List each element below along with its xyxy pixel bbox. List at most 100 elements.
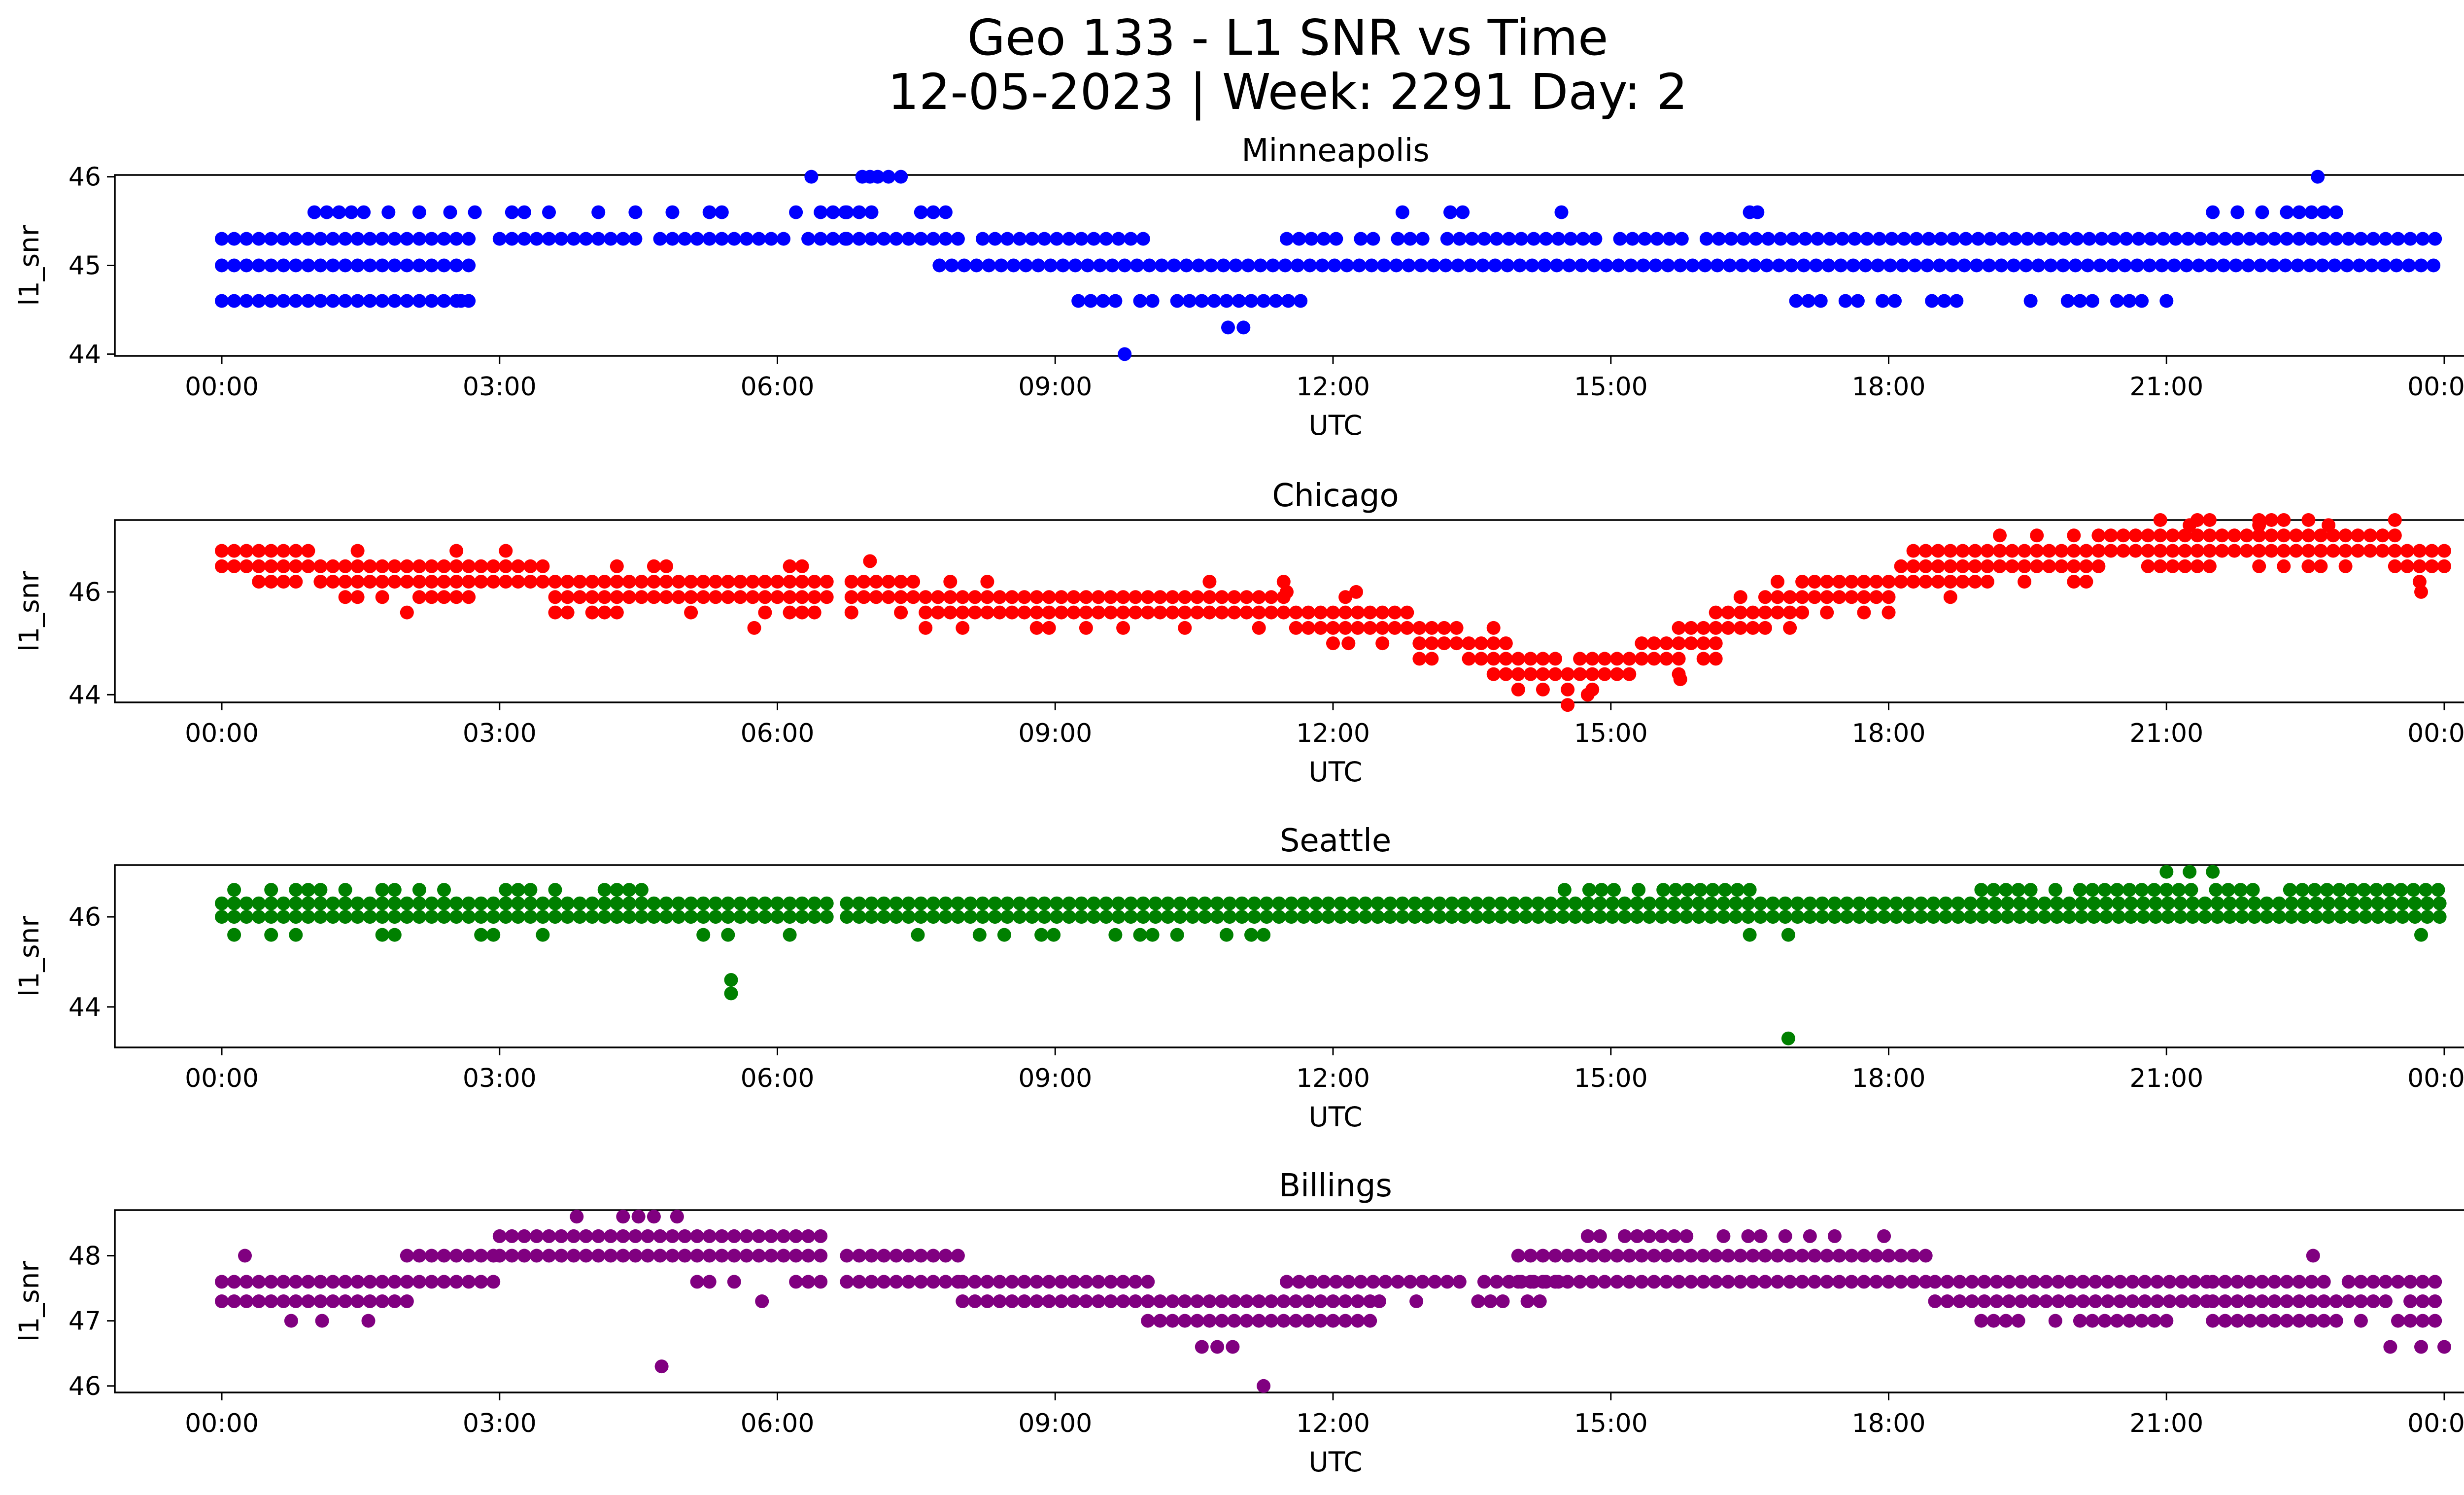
data-point — [1659, 1249, 1674, 1263]
data-point — [1573, 667, 1587, 681]
data-point — [665, 1249, 680, 1263]
data-point — [1709, 636, 1723, 651]
data-point — [2062, 896, 2076, 910]
data-point — [2437, 559, 2451, 573]
data-point — [659, 559, 673, 573]
data-point — [758, 910, 772, 924]
data-point — [980, 1294, 994, 1308]
data-point — [1523, 1275, 1538, 1289]
data-point — [1093, 258, 1107, 273]
data-point — [1647, 652, 1661, 666]
data-point — [2011, 883, 2025, 897]
data-point — [2396, 896, 2410, 910]
data-point — [1955, 575, 1970, 589]
data-point — [517, 1249, 531, 1263]
data-point — [1952, 1275, 1967, 1289]
data-point — [1449, 636, 1464, 651]
data-point — [1227, 590, 1241, 604]
data-point — [1037, 910, 1052, 924]
data-point — [449, 544, 464, 558]
data-point — [449, 896, 464, 910]
data-point — [628, 232, 643, 246]
data-point — [1795, 1275, 1810, 1289]
data-point — [2073, 883, 2087, 897]
data-point — [770, 590, 785, 604]
data-point — [1326, 1294, 1340, 1308]
data-point — [1465, 232, 1479, 246]
data-point — [956, 605, 970, 620]
data-point — [591, 232, 606, 246]
data-point — [2243, 1294, 2257, 1308]
data-point — [1761, 232, 1776, 246]
data-point — [1449, 621, 1464, 635]
data-point — [474, 559, 488, 573]
data-point — [1699, 232, 1713, 246]
data-point — [894, 170, 908, 184]
data-point — [914, 205, 928, 219]
data-point — [1741, 1229, 1755, 1243]
data-point — [289, 1275, 303, 1289]
data-point — [1202, 590, 1217, 604]
data-point — [2264, 513, 2279, 527]
data-point — [2277, 528, 2291, 543]
data-point — [2272, 896, 2286, 910]
data-point — [877, 896, 891, 910]
data-point — [2375, 544, 2390, 558]
data-point — [610, 910, 624, 924]
data-point — [752, 1229, 766, 1243]
data-point — [536, 896, 550, 910]
data-point — [1610, 1275, 1624, 1289]
data-point — [777, 1229, 790, 1243]
data-point — [1301, 1294, 1315, 1308]
data-point — [1232, 294, 1246, 308]
x-axis-label: UTC — [1308, 1446, 1362, 1478]
data-point — [1533, 1294, 1547, 1308]
data-point — [2130, 258, 2144, 273]
data-point — [1395, 896, 1409, 910]
data-point — [1438, 258, 1453, 273]
data-point — [610, 590, 624, 604]
data-point — [1514, 232, 1529, 246]
data-point — [2357, 883, 2371, 897]
data-point — [1304, 232, 1319, 246]
data-point — [1952, 1294, 1967, 1308]
data-point — [573, 590, 587, 604]
data-point — [746, 896, 760, 910]
data-point — [424, 575, 439, 589]
data-point — [1716, 896, 1731, 910]
data-point — [1000, 232, 1015, 246]
data-point — [864, 896, 879, 910]
data-point — [264, 910, 278, 924]
data-point — [2082, 232, 2096, 246]
data-point — [1989, 1275, 2004, 1289]
data-point — [864, 205, 879, 219]
data-point — [2329, 1314, 2343, 1328]
data-point — [852, 1249, 866, 1263]
data-point — [2079, 544, 2093, 558]
data-point — [2206, 1275, 2220, 1289]
data-point — [1955, 544, 1970, 558]
data-point — [424, 896, 439, 910]
data-point — [2136, 896, 2151, 910]
data-point — [2416, 1314, 2430, 1328]
data-point — [956, 1294, 970, 1308]
data-point — [1365, 258, 1379, 273]
data-point — [2037, 910, 2052, 924]
data-point — [1470, 910, 1484, 924]
data-point — [1276, 1314, 1291, 1328]
data-point — [554, 1229, 568, 1243]
data-point — [1486, 652, 1501, 666]
data-point — [1383, 896, 1397, 910]
data-point — [1561, 1275, 1575, 1289]
data-point — [1820, 605, 1834, 620]
data-point — [2013, 910, 2027, 924]
data-point — [2206, 1294, 2220, 1308]
data-point — [1462, 652, 1476, 666]
data-point — [764, 1229, 778, 1243]
data-point — [1675, 232, 1689, 246]
data-point — [1247, 910, 1262, 924]
data-point — [770, 575, 785, 589]
data-point — [976, 910, 990, 924]
data-point — [1129, 590, 1143, 604]
data-point — [963, 896, 977, 910]
